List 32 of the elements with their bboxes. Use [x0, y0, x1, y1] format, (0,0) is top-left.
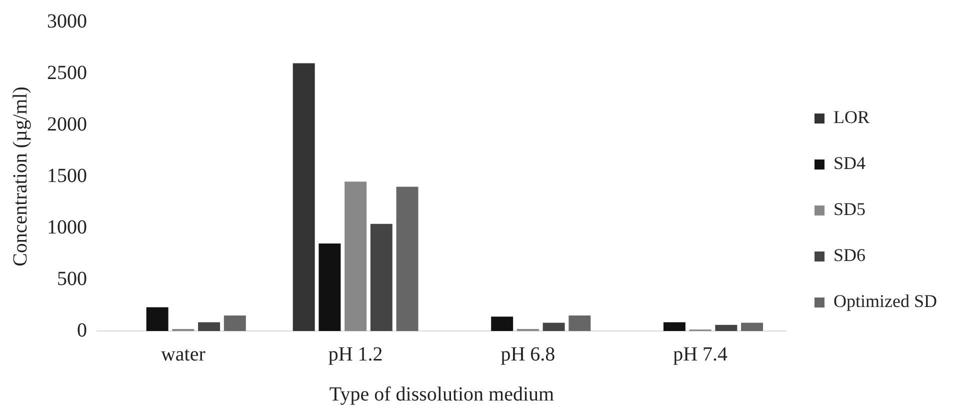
- y-tick-label: 1500: [47, 164, 87, 187]
- x-tick-label: pH 1.2: [328, 343, 383, 366]
- legend-label: SD4: [834, 153, 866, 174]
- bar: [396, 186, 418, 331]
- bar: [715, 324, 738, 331]
- y-tick-label: 2500: [47, 62, 87, 84]
- x-axis-title: Type of dissolution medium: [329, 383, 555, 406]
- x-tick-label: water: [160, 343, 206, 366]
- bar: [663, 322, 686, 331]
- bar: [741, 322, 764, 331]
- bar: [491, 316, 514, 331]
- legend-label: Optimized SD: [834, 291, 938, 312]
- y-axis-title: Concentration (µg/ml): [9, 86, 32, 266]
- y-tick-label: 0: [77, 319, 87, 342]
- y-tick-label: 1000: [47, 216, 87, 238]
- y-tick-label: 2000: [47, 113, 87, 136]
- bar: [542, 322, 565, 331]
- bar: [370, 224, 392, 331]
- y-tick-label: 500: [57, 268, 87, 290]
- x-tick-label: pH 7.4: [673, 343, 728, 366]
- bar: [198, 322, 220, 331]
- legend-label: LOR: [834, 107, 870, 128]
- y-tick-label: 3000: [47, 10, 87, 32]
- legend-label: SD6: [834, 245, 866, 266]
- bar: [344, 182, 367, 331]
- bar: [568, 316, 591, 331]
- legend-label: SD5: [834, 199, 866, 220]
- bar: [292, 63, 315, 331]
- bar: [146, 307, 168, 331]
- x-tick-label: pH 6.8: [500, 343, 556, 366]
- bar: [224, 316, 246, 331]
- bar: [318, 243, 341, 331]
